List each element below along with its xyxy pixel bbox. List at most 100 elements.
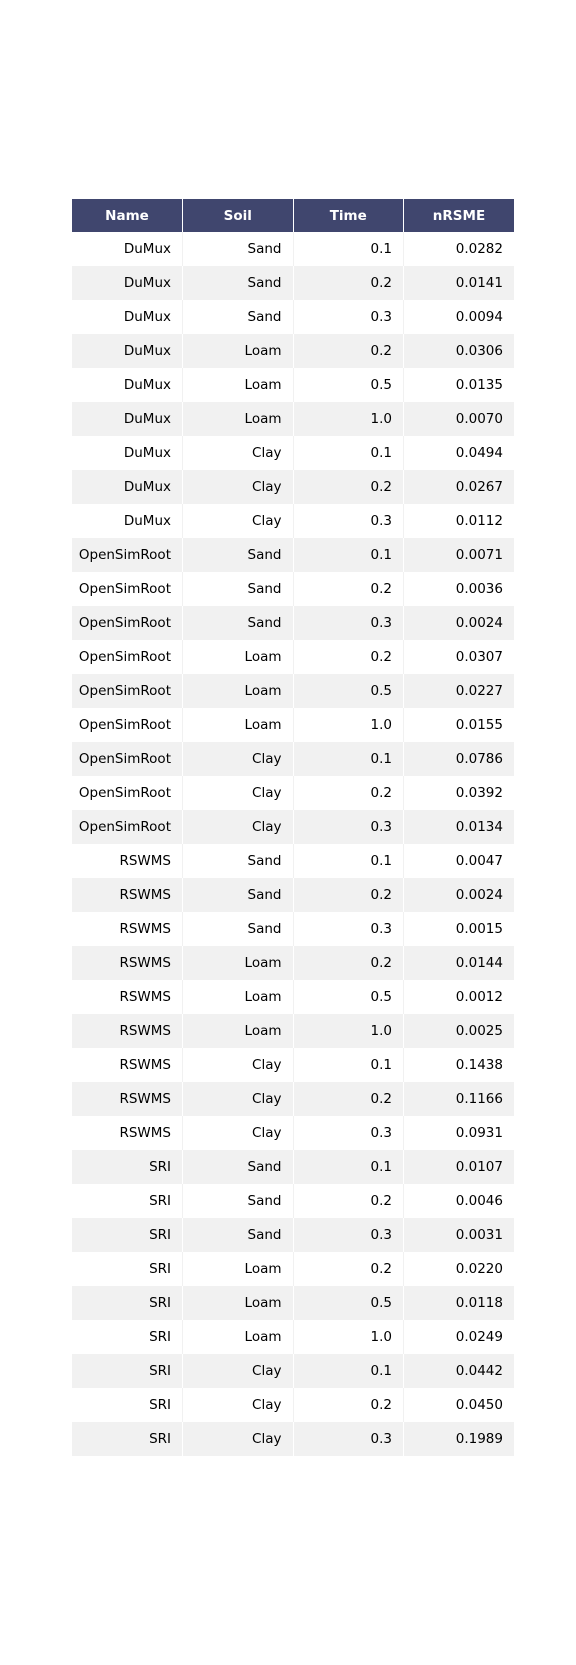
cell-name: RSWMS bbox=[72, 1014, 183, 1048]
column-header-name: Name bbox=[72, 199, 183, 232]
cell-time: 0.1 bbox=[293, 844, 404, 878]
cell-nrsme: 0.0155 bbox=[403, 708, 514, 742]
cell-time: 0.3 bbox=[293, 504, 404, 538]
table-row: SRI Clay 0.2 0.0450 bbox=[72, 1388, 514, 1422]
cell-time: 0.3 bbox=[293, 1422, 404, 1456]
cell-time: 0.3 bbox=[293, 1116, 404, 1150]
cell-nrsme: 0.0144 bbox=[403, 946, 514, 980]
cell-name: DuMux bbox=[72, 436, 183, 470]
cell-nrsme: 0.0107 bbox=[403, 1150, 514, 1184]
cell-time: 0.5 bbox=[293, 980, 404, 1014]
cell-name: DuMux bbox=[72, 402, 183, 436]
cell-nrsme: 0.0494 bbox=[403, 436, 514, 470]
table-row: SRI Loam 0.2 0.0220 bbox=[72, 1252, 514, 1286]
cell-nrsme: 0.0141 bbox=[403, 266, 514, 300]
cell-time: 1.0 bbox=[293, 402, 404, 436]
cell-time: 0.3 bbox=[293, 1218, 404, 1252]
cell-time: 0.5 bbox=[293, 368, 404, 402]
cell-time: 0.3 bbox=[293, 810, 404, 844]
table-row: OpenSimRoot Clay 0.1 0.0786 bbox=[72, 742, 514, 776]
cell-nrsme: 0.0015 bbox=[403, 912, 514, 946]
cell-soil: Sand bbox=[182, 266, 294, 300]
cell-name: RSWMS bbox=[72, 1048, 183, 1082]
header-row: Name Soil Time nRSME bbox=[72, 199, 514, 232]
cell-soil: Clay bbox=[182, 1048, 294, 1082]
cell-name: OpenSimRoot bbox=[72, 742, 183, 776]
table-row: RSWMS Loam 0.2 0.0144 bbox=[72, 946, 514, 980]
table-row: OpenSimRoot Clay 0.2 0.0392 bbox=[72, 776, 514, 810]
cell-name: DuMux bbox=[72, 300, 183, 334]
cell-name: SRI bbox=[72, 1252, 183, 1286]
cell-name: RSWMS bbox=[72, 946, 183, 980]
cell-name: OpenSimRoot bbox=[72, 776, 183, 810]
cell-time: 0.3 bbox=[293, 300, 404, 334]
cell-name: OpenSimRoot bbox=[72, 640, 183, 674]
cell-nrsme: 0.0046 bbox=[403, 1184, 514, 1218]
cell-soil: Clay bbox=[182, 776, 294, 810]
cell-soil: Sand bbox=[182, 300, 294, 334]
cell-name: SRI bbox=[72, 1286, 183, 1320]
cell-soil: Loam bbox=[182, 1286, 294, 1320]
cell-nrsme: 0.0392 bbox=[403, 776, 514, 810]
cell-time: 0.2 bbox=[293, 470, 404, 504]
cell-nrsme: 0.1438 bbox=[403, 1048, 514, 1082]
cell-time: 1.0 bbox=[293, 1014, 404, 1048]
cell-nrsme: 0.0227 bbox=[403, 674, 514, 708]
table-row: SRI Sand 0.2 0.0046 bbox=[72, 1184, 514, 1218]
cell-nrsme: 0.0070 bbox=[403, 402, 514, 436]
table-row: SRI Clay 0.1 0.0442 bbox=[72, 1354, 514, 1388]
cell-soil: Sand bbox=[182, 1150, 294, 1184]
cell-name: DuMux bbox=[72, 232, 183, 266]
cell-soil: Loam bbox=[182, 674, 294, 708]
cell-time: 0.1 bbox=[293, 742, 404, 776]
cell-name: SRI bbox=[72, 1354, 183, 1388]
table-row: RSWMS Clay 0.3 0.0931 bbox=[72, 1116, 514, 1150]
cell-soil: Clay bbox=[182, 1388, 294, 1422]
cell-nrsme: 0.0249 bbox=[403, 1320, 514, 1354]
cell-time: 0.1 bbox=[293, 1048, 404, 1082]
cell-time: 0.1 bbox=[293, 538, 404, 572]
cell-soil: Loam bbox=[182, 980, 294, 1014]
cell-soil: Clay bbox=[182, 436, 294, 470]
cell-time: 0.2 bbox=[293, 572, 404, 606]
cell-name: RSWMS bbox=[72, 1082, 183, 1116]
cell-soil: Clay bbox=[182, 1082, 294, 1116]
cell-nrsme: 0.0024 bbox=[403, 606, 514, 640]
cell-name: SRI bbox=[72, 1388, 183, 1422]
table-row: RSWMS Clay 0.1 0.1438 bbox=[72, 1048, 514, 1082]
cell-soil: Clay bbox=[182, 504, 294, 538]
cell-soil: Sand bbox=[182, 606, 294, 640]
cell-name: SRI bbox=[72, 1218, 183, 1252]
cell-time: 0.2 bbox=[293, 640, 404, 674]
cell-soil: Clay bbox=[182, 810, 294, 844]
cell-soil: Clay bbox=[182, 1116, 294, 1150]
table-header: Name Soil Time nRSME bbox=[72, 199, 514, 232]
cell-time: 0.2 bbox=[293, 334, 404, 368]
cell-nrsme: 0.0786 bbox=[403, 742, 514, 776]
cell-soil: Sand bbox=[182, 1218, 294, 1252]
cell-time: 0.2 bbox=[293, 1184, 404, 1218]
cell-nrsme: 0.0024 bbox=[403, 878, 514, 912]
cell-time: 0.2 bbox=[293, 1388, 404, 1422]
cell-nrsme: 0.0025 bbox=[403, 1014, 514, 1048]
cell-nrsme: 0.0047 bbox=[403, 844, 514, 878]
cell-nrsme: 0.0267 bbox=[403, 470, 514, 504]
table-row: SRI Sand 0.3 0.0031 bbox=[72, 1218, 514, 1252]
cell-soil: Sand bbox=[182, 232, 294, 266]
table-row: DuMux Sand 0.3 0.0094 bbox=[72, 300, 514, 334]
cell-name: RSWMS bbox=[72, 878, 183, 912]
cell-soil: Sand bbox=[182, 844, 294, 878]
table-row: SRI Loam 0.5 0.0118 bbox=[72, 1286, 514, 1320]
cell-soil: Loam bbox=[182, 708, 294, 742]
cell-time: 0.2 bbox=[293, 1252, 404, 1286]
cell-name: DuMux bbox=[72, 368, 183, 402]
table-row: RSWMS Sand 0.3 0.0015 bbox=[72, 912, 514, 946]
cell-nrsme: 0.0220 bbox=[403, 1252, 514, 1286]
table-row: OpenSimRoot Loam 0.5 0.0227 bbox=[72, 674, 514, 708]
table-row: OpenSimRoot Sand 0.3 0.0024 bbox=[72, 606, 514, 640]
cell-nrsme: 0.0134 bbox=[403, 810, 514, 844]
cell-name: DuMux bbox=[72, 266, 183, 300]
cell-name: DuMux bbox=[72, 504, 183, 538]
column-header-time: Time bbox=[293, 199, 404, 232]
table-row: DuMux Sand 0.2 0.0141 bbox=[72, 266, 514, 300]
